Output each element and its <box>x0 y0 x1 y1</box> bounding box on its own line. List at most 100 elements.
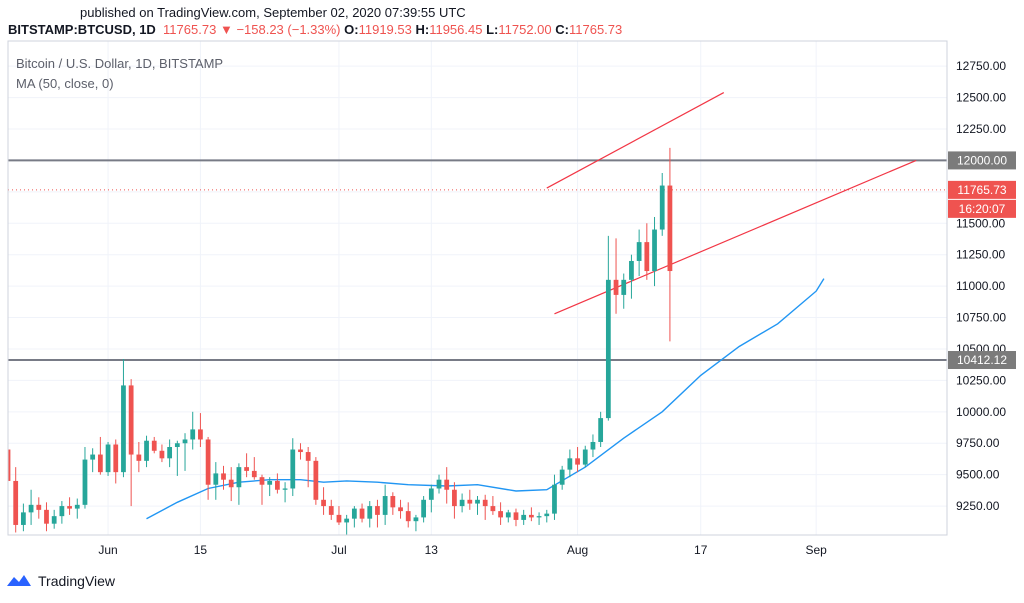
grid <box>8 41 947 535</box>
x-tick-label: 15 <box>194 543 208 557</box>
candle-body <box>482 499 488 507</box>
candle-body <box>159 450 165 459</box>
candle-body <box>644 242 650 272</box>
candle <box>251 457 257 480</box>
candle <box>413 514 419 532</box>
candle-body <box>351 508 357 519</box>
candle <box>359 503 365 523</box>
y-tick-label: 11250.00 <box>956 248 1005 262</box>
candle <box>644 223 650 280</box>
level-low-label-bg <box>948 351 1016 370</box>
y-tick-label: 9500.00 <box>956 468 1000 482</box>
candle-body <box>521 514 527 520</box>
y-tick-label: 12750.00 <box>956 59 1006 73</box>
open-value: 11919.53 <box>358 22 412 37</box>
tradingview-logo-icon <box>7 575 31 586</box>
candle <box>605 235 611 421</box>
candle <box>351 506 357 528</box>
candle-body <box>467 499 473 504</box>
symbol-label: BITSTAMP:BTCUSD, 1D <box>8 22 156 37</box>
candle <box>213 462 219 500</box>
candle <box>528 507 534 522</box>
candle <box>136 441 142 473</box>
candle-body <box>436 479 442 489</box>
y-tick-label: 10000.00 <box>956 405 1006 419</box>
candle-body <box>444 479 450 490</box>
candle-body <box>375 506 380 515</box>
candle <box>659 172 665 236</box>
y-tick-label: 10250.00 <box>956 373 1006 387</box>
candle <box>121 359 126 478</box>
candle <box>313 457 319 505</box>
candle <box>452 482 457 519</box>
candle-body <box>567 458 573 470</box>
candle-body <box>28 504 34 513</box>
high-value: 11956.45 <box>429 22 483 37</box>
candle <box>144 435 149 468</box>
candle <box>221 465 226 490</box>
x-tick-label: Jul <box>331 543 346 557</box>
candle <box>344 514 350 535</box>
y-tick-label: 11000.00 <box>956 279 1005 293</box>
candle-body <box>336 514 342 523</box>
candle <box>44 502 49 532</box>
candle-body <box>413 517 419 522</box>
candle-body <box>359 508 365 519</box>
candle-body <box>121 385 126 473</box>
high-label: H: <box>415 22 430 37</box>
candle-body <box>629 260 634 280</box>
candle <box>421 496 427 523</box>
candle-body <box>590 441 596 450</box>
candle-body <box>528 514 534 518</box>
candle <box>105 441 111 476</box>
low-label: L: <box>486 22 499 37</box>
candle-body <box>182 439 188 444</box>
candle <box>28 489 34 525</box>
candle <box>559 465 565 490</box>
candle-body <box>605 279 611 419</box>
candle-body <box>559 469 565 485</box>
candle-body <box>544 513 550 517</box>
candle-body <box>428 488 434 500</box>
candle <box>174 440 180 476</box>
candle <box>375 499 380 528</box>
candle-body <box>536 516 542 518</box>
y-tick-label: 12250.00 <box>956 122 1006 136</box>
candle-body <box>113 444 119 473</box>
level-low-label: 10412.12 <box>957 353 1007 367</box>
candle <box>198 413 203 448</box>
candle <box>482 494 488 520</box>
last-price-label: 11765.73 <box>957 183 1006 197</box>
candle-body <box>67 506 72 509</box>
candle-body <box>267 480 273 485</box>
candle <box>544 509 550 523</box>
candle-body <box>136 454 142 461</box>
candle <box>590 434 596 458</box>
candle <box>282 482 288 503</box>
candle <box>151 436 157 454</box>
candle-body <box>190 429 196 440</box>
candle-body <box>636 242 642 261</box>
candle-body <box>8 449 11 481</box>
plot-area[interactable] <box>6 92 947 540</box>
candle <box>59 501 65 524</box>
candle <box>51 509 57 529</box>
candle <box>321 487 326 515</box>
candle <box>490 496 496 515</box>
candle-body <box>236 467 242 488</box>
open-label: O: <box>344 22 359 37</box>
candle-body <box>659 185 665 230</box>
candle <box>536 512 542 525</box>
candle <box>467 489 473 510</box>
countdown-label-bg <box>948 199 1016 218</box>
candle-body <box>613 279 619 295</box>
candle-body <box>90 454 96 460</box>
candle-body <box>228 479 234 488</box>
candle-body <box>59 506 65 517</box>
candle-body <box>282 488 288 490</box>
candle-body <box>652 229 657 272</box>
candle <box>336 506 342 525</box>
low-value: 11752.00 <box>498 22 552 37</box>
candle-body <box>36 504 42 510</box>
